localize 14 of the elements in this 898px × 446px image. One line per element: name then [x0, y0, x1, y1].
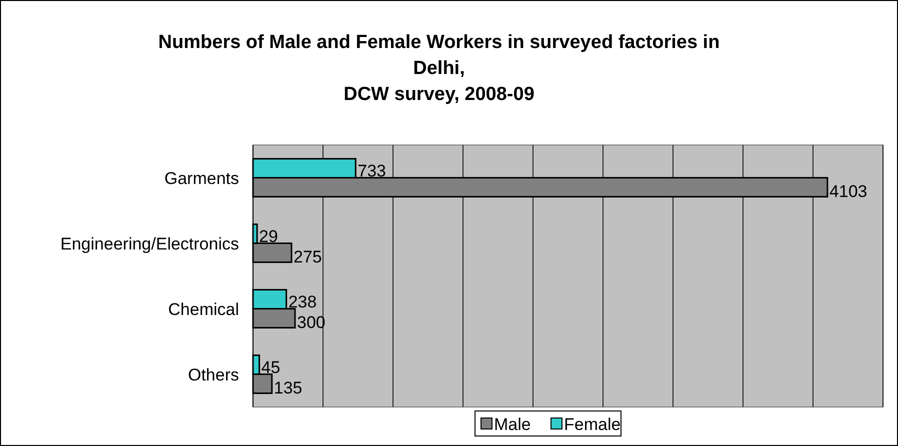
data-label: 733 [358, 161, 386, 180]
legend-label: Male [494, 415, 531, 434]
data-label: 45 [261, 358, 280, 377]
y-tick-label: Garments [164, 168, 239, 188]
data-label: 29 [259, 226, 278, 246]
y-tick-label: Engineering/Electronics [60, 234, 239, 254]
data-label: 238 [288, 292, 317, 312]
data-label: 275 [294, 248, 322, 267]
data-label: 135 [274, 378, 302, 398]
chart-title: Numbers of Male and Female Workers in surveyed factories in Delhi, DCW survey, 2008-09 [158, 32, 720, 105]
y-tick-label: Chemical [168, 300, 239, 319]
data-label: 4103 [829, 182, 868, 202]
y-tick-label: Others [188, 365, 239, 384]
legend-label: Female [564, 415, 621, 434]
